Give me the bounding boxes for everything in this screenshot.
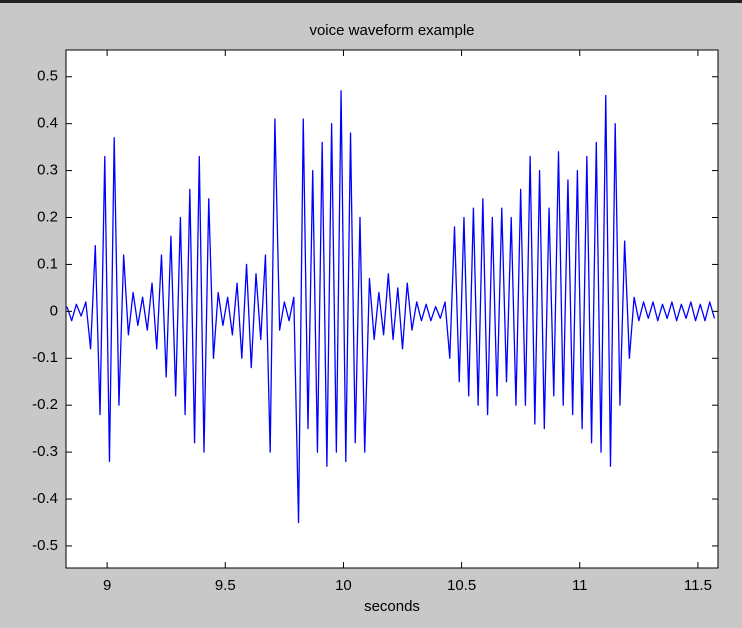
y-tick-label: -0.5 [32, 537, 58, 554]
y-tick-label: 0.4 [37, 115, 58, 132]
x-tick-label: 9.5 [215, 577, 236, 594]
chart-title: voice waveform example [309, 22, 474, 39]
x-tick-label: 10 [335, 577, 352, 594]
x-axis-label: seconds [364, 598, 420, 615]
y-tick-label: -0.2 [32, 396, 58, 413]
y-tick-label: 0.3 [37, 162, 58, 179]
y-tick-label: 0 [50, 302, 58, 319]
y-tick-label: -0.3 [32, 443, 58, 460]
x-tick-label: 11.5 [684, 577, 712, 594]
y-tick-label: 0.1 [37, 255, 58, 272]
y-tick-label: -0.4 [32, 490, 58, 507]
y-tick-label: -0.1 [32, 349, 58, 366]
x-tick-label: 11 [572, 577, 588, 594]
x-tick-label: 9 [103, 577, 111, 594]
axes-box [65, 49, 719, 569]
y-tick-label: 0.2 [37, 208, 58, 225]
window-edge [0, 0, 742, 3]
plot-area [66, 50, 718, 568]
x-tick-label: 10.5 [447, 577, 476, 594]
y-tick-label: 0.5 [37, 68, 58, 85]
waveform-line [66, 90, 716, 524]
plot-group [66, 90, 716, 524]
